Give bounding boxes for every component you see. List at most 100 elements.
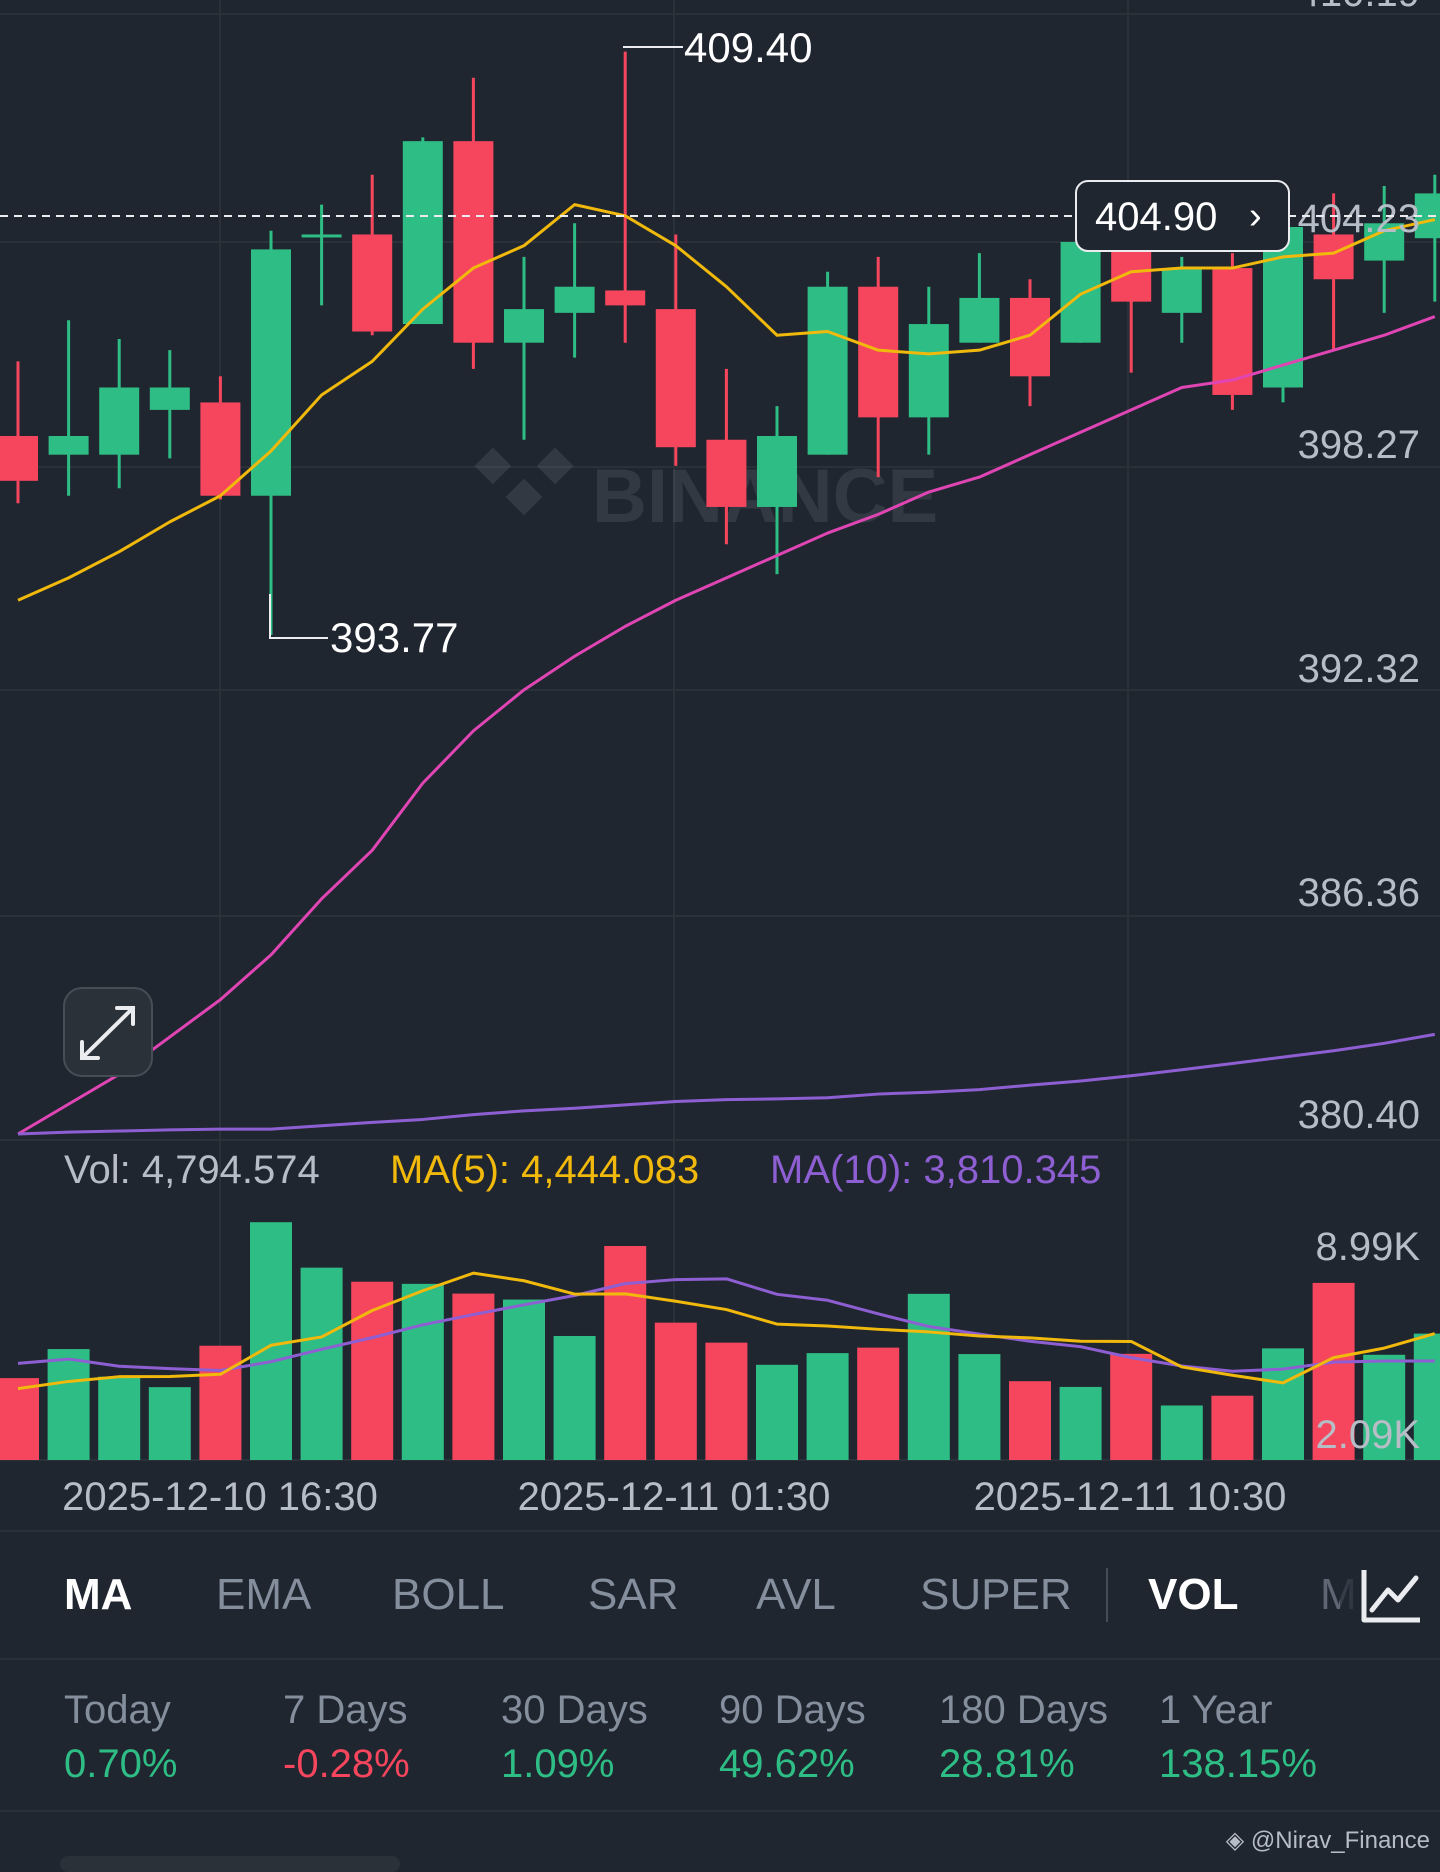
candle-body [99, 387, 140, 455]
volume-bar [1363, 1354, 1406, 1460]
volume-bar [452, 1293, 495, 1460]
volume-bar [1160, 1405, 1203, 1460]
volume-bar [1262, 1348, 1304, 1460]
volume-bar [654, 1322, 697, 1460]
candle-body [655, 309, 696, 448]
volume-ma-lines [17, 1271, 1436, 1391]
candle-body [301, 234, 342, 238]
volume-bar [351, 1281, 394, 1460]
candle-body [149, 387, 190, 410]
stat-30-days: 30 Days 1.09% [501, 1686, 648, 1794]
volume-bar [907, 1293, 950, 1460]
candle [1010, 279, 1050, 407]
candle-body [807, 286, 848, 455]
candle [1313, 193, 1354, 351]
volume-axis-label: 8.99K [1315, 1225, 1420, 1269]
tab-divider [1106, 1568, 1108, 1622]
stat-1-year: 1 Year 138.15% [1159, 1686, 1317, 1794]
author-watermark: ◈ @Nirav_Finance [1226, 1826, 1430, 1855]
volume-bar [1211, 1395, 1254, 1460]
ma-slow-line [17, 315, 1436, 1136]
price-axis-label: 398.27 [1298, 423, 1420, 467]
candle [200, 376, 241, 500]
stat-label: 7 Days [283, 1688, 408, 1732]
candle [554, 223, 595, 358]
volume-bar [250, 1222, 292, 1460]
author-watermark-text: @Nirav_Finance [1250, 1827, 1430, 1854]
candle [959, 253, 1000, 343]
candles [0, 51, 1440, 635]
volume-bar [857, 1347, 900, 1460]
price-axis-label: 380.40 [1298, 1093, 1420, 1137]
stat-value: 28.81% [939, 1742, 1075, 1786]
volume-bar [604, 1246, 647, 1460]
candle [1212, 253, 1253, 410]
indicator-settings-button[interactable] [1340, 1548, 1440, 1644]
price-axis-label: 410.19 [1298, 0, 1420, 15]
line-chart-icon [1361, 1570, 1420, 1623]
candle-body [1010, 297, 1050, 377]
stat-value: 1.09% [501, 1742, 615, 1786]
low-price-label: 393.77 [330, 614, 458, 661]
stat-180-days: 180 Days 28.81% [939, 1686, 1108, 1794]
candle-body [453, 141, 494, 343]
volume-bar [199, 1345, 242, 1460]
volume-ma5-line [17, 1271, 1436, 1391]
volume-bar [401, 1283, 444, 1460]
tab-super[interactable]: SUPER [920, 1570, 1072, 1619]
volume-axis-label: 2.09K [1315, 1413, 1420, 1457]
candle-body [504, 309, 544, 343]
binance-watermark: BINANCE [474, 447, 938, 539]
volume-legend-ma5: MA(5): 4,444.083 [390, 1148, 699, 1192]
tab-sar[interactable]: SAR [588, 1570, 679, 1619]
candle-body [959, 297, 1000, 343]
candle-body [48, 436, 89, 455]
last-price-tag[interactable]: 404.90 › [1075, 180, 1290, 252]
candle [352, 174, 393, 336]
volume-bar [300, 1267, 343, 1460]
volume-legend-ma10: MA(10): 3,810.345 [770, 1148, 1101, 1192]
candle-body [200, 402, 241, 496]
candle-body [605, 290, 646, 306]
candle [301, 204, 342, 306]
candle [402, 137, 443, 325]
candle-body [0, 436, 38, 481]
time-axis-label: 2025-12-10 16:30 [62, 1475, 378, 1519]
stat-label: 90 Days [719, 1688, 866, 1732]
bottom-handle [60, 1856, 400, 1872]
volume-bars [0, 1222, 1440, 1460]
volume-bar [1413, 1333, 1440, 1460]
candle [453, 77, 494, 369]
volume-ma10-line [17, 1277, 1435, 1373]
high-annotation: 409.40 [623, 24, 812, 71]
time-axis-label: 2025-12-11 10:30 [974, 1475, 1287, 1519]
price-axis: 410.19 404.23 398.27 392.32 386.36 380.40 8.99… [1298, 0, 1421, 1457]
volume-bar [705, 1342, 748, 1460]
tab-vol[interactable]: VOL [1148, 1570, 1239, 1619]
volume-bar [958, 1354, 1001, 1460]
candle [858, 256, 899, 478]
stat-value: 49.62% [719, 1742, 855, 1786]
expand-chart-button[interactable] [63, 987, 153, 1077]
tab-ema[interactable]: EMA [216, 1570, 312, 1619]
ma-long-line [17, 1032, 1436, 1136]
candle-body [908, 324, 949, 418]
time-axis-label: 2025-12-11 01:30 [518, 1475, 831, 1519]
stat-label: 180 Days [939, 1688, 1108, 1732]
volume-bar [806, 1353, 849, 1460]
indicator-tabs: MA EMA BOLL SAR AVL SUPER VOL M [0, 1530, 1440, 1660]
candle-body [554, 286, 595, 313]
moving-average-lines [17, 203, 1436, 1136]
candlestick-chart[interactable]: BINANCE 410.19 404.23 398.27 392.32 386.36 38… [0, 0, 1440, 1530]
stat-value: 138.15% [1159, 1742, 1317, 1786]
candle [99, 338, 140, 489]
diamond-logo-icon: ◈ [1225, 1827, 1245, 1854]
expand-icon [80, 1006, 135, 1060]
tab-avl[interactable]: AVL [756, 1570, 836, 1619]
candle-body [251, 249, 291, 496]
price-axis-label: 404.23 [1298, 197, 1420, 241]
tab-ma[interactable]: MA [64, 1570, 133, 1619]
tab-boll[interactable]: BOLL [392, 1570, 505, 1619]
candle [605, 51, 646, 343]
candle [48, 320, 89, 496]
